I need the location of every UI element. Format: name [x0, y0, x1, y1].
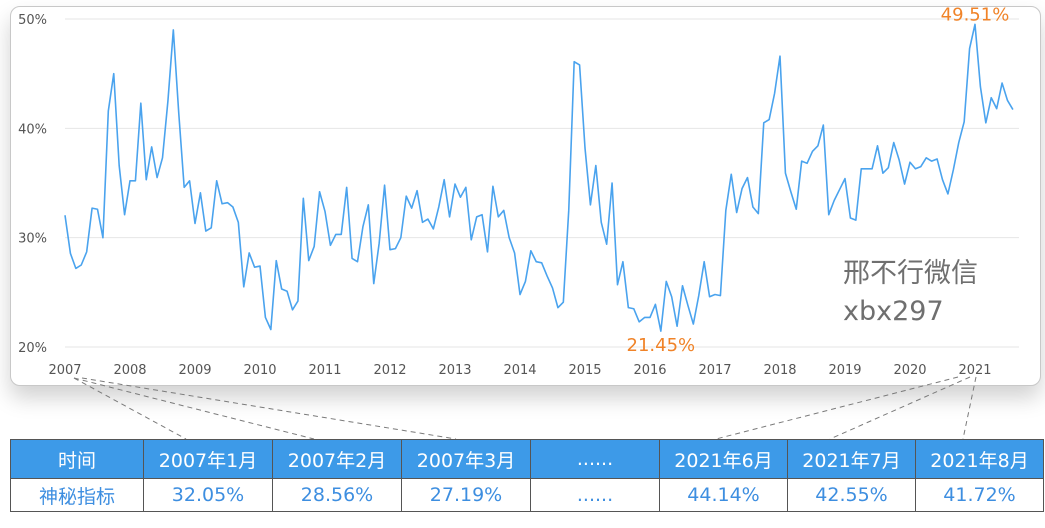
x-tick-label: 2007: [48, 363, 81, 378]
y-tick-label: 30%: [18, 232, 47, 247]
connector-line: [829, 376, 971, 440]
table-header-cell: ......: [530, 439, 660, 479]
data-table: 时间 2007年1月 2007年2月 2007年3月 ...... 2021年6…: [10, 439, 1044, 512]
x-tick-label: 2010: [243, 363, 276, 378]
x-tick-label: 2018: [763, 363, 796, 378]
x-tick-label: 2012: [373, 363, 406, 378]
y-tick-label: 20%: [18, 341, 47, 356]
data-label: 49.51%: [941, 7, 1010, 25]
x-tick-label: 2013: [438, 363, 471, 378]
x-tick-label: 2009: [178, 363, 211, 378]
table-cell: 28.56%: [272, 478, 402, 512]
y-tick-label: 50%: [18, 13, 47, 28]
table-cell: 神秘指标: [10, 478, 144, 512]
table-header-cell: 2021年7月: [787, 439, 916, 479]
watermark-line-2: xbx297: [843, 296, 944, 327]
y-axis-ticks: 20% 30% 40% 50%: [18, 13, 47, 356]
x-tick-label: 2020: [893, 363, 926, 378]
x-tick-label: 2008: [113, 363, 146, 378]
table-row: 神秘指标 32.05% 28.56% 27.19% ...... 44.14% …: [10, 478, 1044, 512]
x-tick-label: 2016: [633, 363, 666, 378]
x-axis-ticks: 2007 2008 2009 2010 2011 2012 2013 2014 2015 2016…: [48, 363, 991, 378]
connector-line: [81, 377, 457, 440]
table-cell: 42.55%: [787, 478, 916, 512]
data-label: 21.45%: [627, 335, 696, 356]
y-tick-label: 40%: [18, 122, 47, 137]
table-cell: 41.72%: [915, 478, 1044, 512]
table-header-row: 时间 2007年1月 2007年2月 2007年3月 ...... 2021年6…: [10, 439, 1044, 479]
connector-line: [962, 376, 977, 440]
x-tick-label: 2019: [828, 363, 861, 378]
watermark-line-1: 邢不行微信: [843, 258, 978, 289]
x-tick-label: 2014: [503, 363, 536, 378]
table-cell: 27.19%: [401, 478, 531, 512]
table-header-cell: 2007年3月: [401, 439, 531, 479]
x-tick-label: 2017: [698, 363, 731, 378]
annotations: 49.51% 21.45%: [627, 7, 1010, 356]
grid-lines: [65, 18, 1019, 348]
table-cell: ......: [530, 478, 660, 512]
watermark: 邢不行微信 xbx297: [843, 255, 978, 331]
table-header-cell: 2021年8月: [915, 439, 1044, 479]
table-cell: 44.14%: [659, 478, 788, 512]
connector-line: [73, 377, 315, 440]
table-header-cell: 2007年2月: [272, 439, 402, 479]
x-tick-label: 2015: [568, 363, 601, 378]
table-header-cell: 2007年1月: [143, 439, 273, 479]
connector-line: [715, 376, 959, 440]
table-header-cell: 2021年6月: [659, 439, 788, 479]
series-line: [64, 23, 1014, 332]
line-chart: 20% 30% 40% 50% 2007 2008 2009 2010 2011 2012 201…: [18, 7, 1019, 378]
x-tick-label: 2021: [958, 363, 991, 378]
table-header-cell: 时间: [10, 439, 144, 479]
chart-card: 20% 30% 40% 50% 2007 2008 2009 2010 2011 2012 201…: [10, 6, 1041, 386]
connector-line: [73, 377, 187, 440]
x-tick-label: 2011: [308, 363, 341, 378]
table-cell: 32.05%: [143, 478, 273, 512]
